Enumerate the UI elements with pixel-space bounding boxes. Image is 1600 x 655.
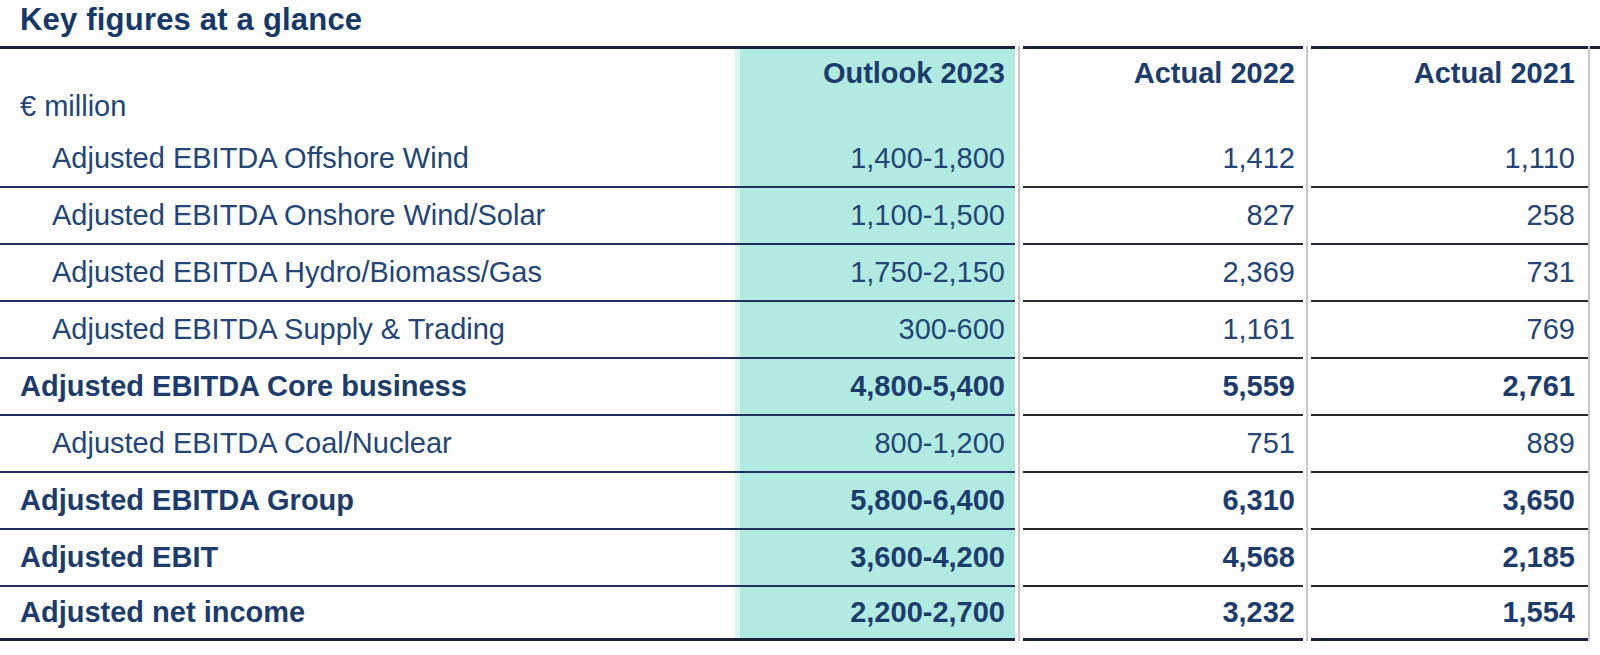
actual-2022-value: 1,412 [1023, 131, 1303, 188]
row-label: Adjusted EBIT [0, 530, 735, 587]
table-row: Adjusted EBITDA Onshore Wind/Solar 1,100… [0, 188, 1600, 245]
actual-2022-value: 5,559 [1023, 359, 1303, 416]
column-separator [1588, 46, 1590, 641]
actual-2021-value: 2,185 [1311, 530, 1588, 587]
actual-2022-value: 4,568 [1023, 530, 1303, 587]
actual-2022-value: 6,310 [1023, 473, 1303, 530]
key-figures-table: € million Outlook 2023 Actual 2022 Actua… [0, 46, 1600, 641]
table-header-row: € million Outlook 2023 Actual 2022 Actua… [0, 46, 1600, 131]
column-header-actual-2022: Actual 2022 [1023, 46, 1303, 131]
actual-2021-value: 3,650 [1311, 473, 1588, 530]
table-row: Adjusted EBITDA Hydro/Biomass/Gas 1,750-… [0, 245, 1600, 302]
column-header-outlook-2023: Outlook 2023 [735, 46, 1015, 131]
table-row: Adjusted EBITDA Supply & Trading 300-600… [0, 302, 1600, 359]
outlook-2023-value: 4,800-5,400 [735, 359, 1015, 416]
table-row-total: Adjusted EBITDA Group 5,800-6,400 6,310 … [0, 473, 1600, 530]
actual-2021-value: 258 [1311, 188, 1588, 245]
row-label: Adjusted net income [0, 587, 735, 641]
outlook-2023-value: 800-1,200 [735, 416, 1015, 473]
actual-2021-value: 1,110 [1311, 131, 1588, 188]
outlook-2023-value: 1,100-1,500 [735, 188, 1015, 245]
row-label: Adjusted EBITDA Onshore Wind/Solar [0, 188, 735, 245]
table-row-total: Adjusted EBITDA Core business 4,800-5,40… [0, 359, 1600, 416]
actual-2022-value: 2,369 [1023, 245, 1303, 302]
actual-2021-value: 1,554 [1311, 587, 1588, 641]
table-row: Adjusted EBITDA Coal/Nuclear 800-1,200 7… [0, 416, 1600, 473]
row-label: Adjusted EBITDA Group [0, 473, 735, 530]
actual-2022-value: 1,161 [1023, 302, 1303, 359]
table-row-total: Adjusted EBIT 3,600-4,200 4,568 2,185 [0, 530, 1600, 587]
actual-2022-value: 827 [1023, 188, 1303, 245]
outlook-2023-value: 5,800-6,400 [735, 473, 1015, 530]
row-label: Adjusted EBITDA Coal/Nuclear [0, 416, 735, 473]
key-figures-page: Key figures at a glance € million Outloo… [0, 0, 1600, 655]
outlook-2023-value: 1,400-1,800 [735, 131, 1015, 188]
row-label: Adjusted EBITDA Offshore Wind [0, 131, 735, 188]
outlook-2023-value: 1,750-2,150 [735, 245, 1015, 302]
actual-2021-value: 2,761 [1311, 359, 1588, 416]
table-row: Adjusted EBITDA Offshore Wind 1,400-1,80… [0, 131, 1600, 188]
actual-2022-value: 3,232 [1023, 587, 1303, 641]
actual-2021-value: 769 [1311, 302, 1588, 359]
unit-label: € million [0, 46, 735, 131]
row-label: Adjusted EBITDA Core business [0, 359, 735, 416]
page-title: Key figures at a glance [20, 2, 362, 38]
table-row-total: Adjusted net income 2,200-2,700 3,232 1,… [0, 587, 1600, 641]
row-label: Adjusted EBITDA Supply & Trading [0, 302, 735, 359]
actual-2021-value: 889 [1311, 416, 1588, 473]
outlook-2023-value: 300-600 [735, 302, 1015, 359]
row-label: Adjusted EBITDA Hydro/Biomass/Gas [0, 245, 735, 302]
outlook-2023-value: 2,200-2,700 [735, 587, 1015, 641]
column-separator [1306, 46, 1308, 641]
column-separator [1018, 46, 1020, 641]
actual-2021-value: 731 [1311, 245, 1588, 302]
column-header-actual-2021: Actual 2021 [1311, 46, 1588, 131]
actual-2022-value: 751 [1023, 416, 1303, 473]
outlook-2023-value: 3,600-4,200 [735, 530, 1015, 587]
